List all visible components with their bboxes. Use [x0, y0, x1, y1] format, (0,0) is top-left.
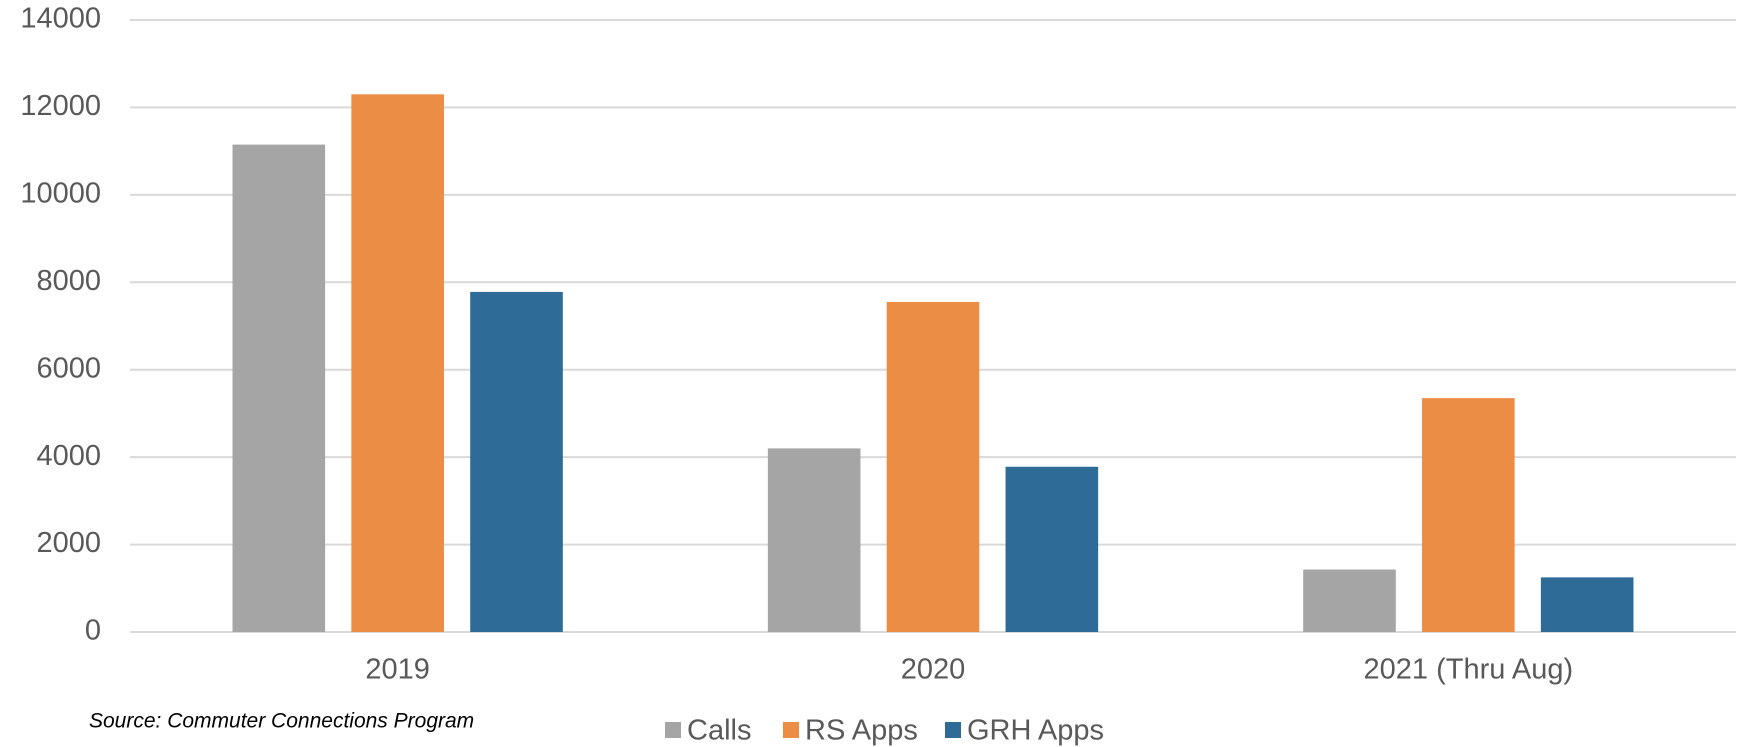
legend-swatch [665, 722, 681, 738]
bar [232, 144, 326, 633]
y-tick-label: 0 [85, 615, 101, 647]
y-tick-label: 8000 [36, 265, 101, 297]
x-tick-label: 2021 (Thru Aug) [1364, 654, 1574, 686]
bar [1005, 466, 1099, 632]
y-tick-label: 14000 [20, 3, 101, 35]
y-tick-label: 4000 [36, 440, 101, 472]
bar [767, 448, 861, 632]
bar [1540, 577, 1634, 632]
bar [1303, 569, 1396, 632]
legend-label: Calls [687, 715, 751, 747]
y-tick-label: 2000 [36, 527, 101, 559]
x-tick-label: 2019 [365, 654, 430, 686]
source-note: Source: Commuter Connections Program [89, 710, 474, 733]
bar [1422, 398, 1515, 632]
bar [470, 291, 563, 632]
legend-label: RS Apps [805, 715, 918, 747]
y-tick-label: 6000 [36, 352, 101, 384]
legend-swatch [783, 722, 799, 738]
bar [886, 301, 980, 632]
x-tick-label: 2020 [901, 654, 966, 686]
legend-label: GRH Apps [967, 715, 1104, 747]
y-tick-label: 10000 [20, 178, 101, 210]
legend-swatch [945, 722, 961, 738]
y-tick-label: 12000 [20, 90, 101, 122]
bar [351, 94, 444, 633]
